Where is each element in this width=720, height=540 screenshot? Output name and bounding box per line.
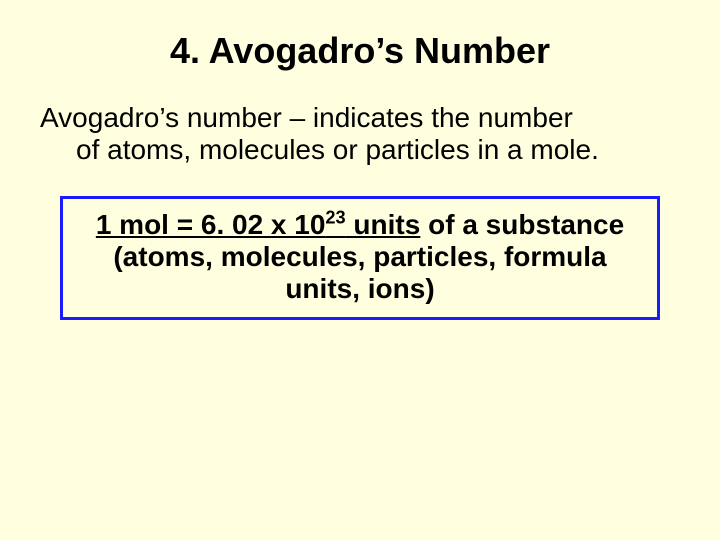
formula-line-3: units, ions) — [77, 273, 643, 305]
formula-post: units — [346, 209, 421, 240]
slide-title: 4. Avogadro’s Number — [40, 30, 680, 72]
formula-exponent: 23 — [325, 208, 345, 228]
formula-tail: of a substance — [420, 209, 624, 240]
definition-line-2: of atoms, molecules or particles in a mo… — [40, 134, 680, 166]
formula-box: 1 mol = 6. 02 x 1023 units of a substanc… — [60, 196, 660, 320]
formula-pre: 1 mol = 6. 02 x 10 — [96, 209, 326, 240]
formula-underlined: 1 mol = 6. 02 x 1023 units — [96, 209, 421, 240]
formula-line-1: 1 mol = 6. 02 x 1023 units of a substanc… — [77, 209, 643, 241]
formula-line-2: (atoms, molecules, particles, formula — [77, 241, 643, 273]
definition-text: Avogadro’s number – indicates the number… — [40, 102, 680, 166]
definition-line-1: Avogadro’s number – indicates the number — [40, 102, 680, 134]
slide-container: 4. Avogadro’s Number Avogadro’s number –… — [0, 0, 720, 540]
